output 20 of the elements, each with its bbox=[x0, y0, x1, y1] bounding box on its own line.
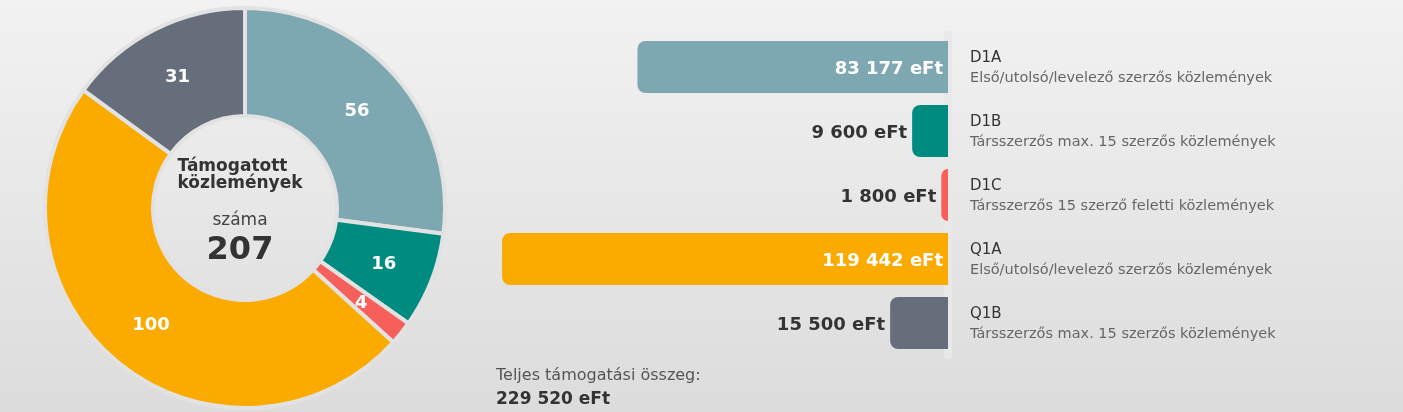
y-tick-label: D1C Társszerzős 15 szerző feletti közlemények bbox=[969, 176, 1275, 213]
data-label: 83 177 eFt bbox=[834, 56, 944, 78]
text: száma bbox=[212, 208, 268, 229]
text: Teljes támogatási összeg: bbox=[495, 364, 701, 384]
text: 207 bbox=[206, 229, 274, 267]
y-tick-label: D1A Első/utolsó/levelező szerzős közlemények bbox=[970, 48, 1273, 85]
data-label: 9 600 eFt bbox=[811, 120, 908, 142]
data-label: 16 bbox=[371, 251, 397, 273]
data-label: 100 bbox=[132, 313, 170, 335]
data-label: 31 bbox=[164, 64, 190, 86]
data-label: 15 500 eFt bbox=[776, 312, 886, 334]
data-label: 119 442 eFt bbox=[822, 248, 944, 270]
text: Támogatott közlemények bbox=[177, 154, 304, 192]
data-label: 1 800 eFt bbox=[840, 184, 937, 206]
data-label: 4 bbox=[355, 290, 368, 312]
text: 229 520 eFt bbox=[496, 387, 611, 408]
y-tick-label: D1B Társszerzős max. 15 szerzős közlemények bbox=[969, 112, 1277, 149]
y-tick-label: Q1B Társszerzős max. 15 szerzős közlemények bbox=[969, 304, 1277, 341]
y-tick-label: Q1A Első/utolsó/levelező szerzős közlemények bbox=[970, 240, 1273, 277]
data-label: 56 bbox=[344, 99, 370, 121]
